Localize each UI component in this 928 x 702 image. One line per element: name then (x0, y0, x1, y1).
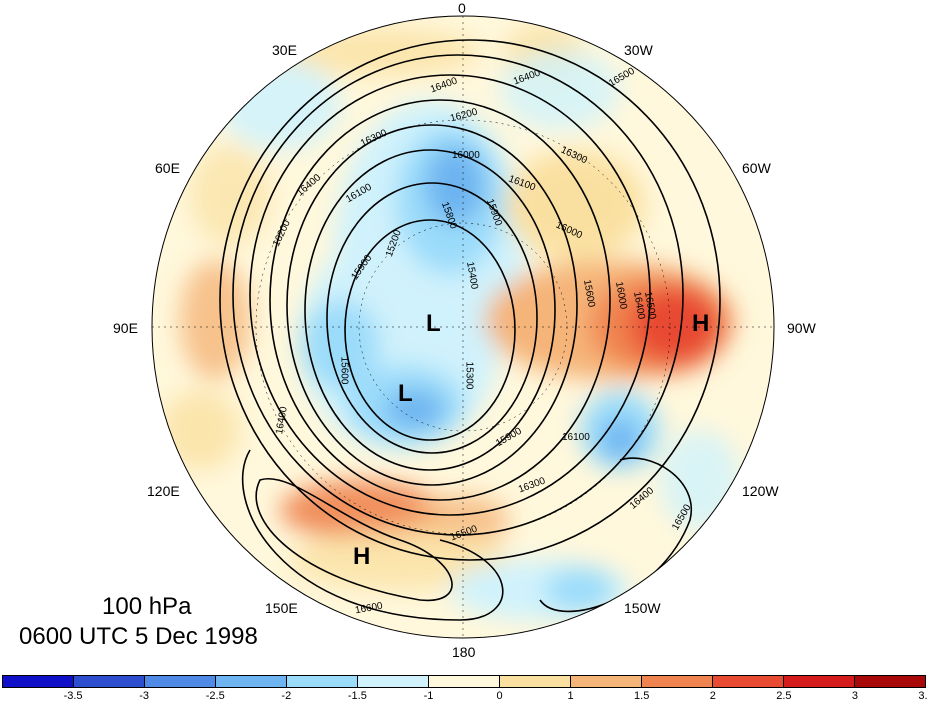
contour-label: 15600 (338, 356, 350, 385)
longitude-label: 0 (458, 0, 466, 16)
colorbar-tick-label: -3.5 (63, 690, 83, 702)
colorbar-tick-label: 3.5 (918, 690, 928, 702)
longitude-label: 120E (147, 483, 180, 499)
longitude-label: 90E (113, 320, 138, 336)
longitude-label: 60E (155, 160, 180, 176)
colorbar-swatch (216, 676, 287, 687)
map-boundary (151, 15, 775, 639)
low-pressure-label: L (426, 310, 441, 337)
longitude-label: 180 (452, 644, 476, 660)
colorbar-swatch (429, 676, 500, 687)
map-title-level: 100 hPa (102, 593, 192, 620)
longitude-label: 60W (742, 160, 771, 176)
graticule (152, 16, 774, 638)
colorbar-tick-label: 1 (567, 690, 574, 702)
colorbar-tick-label: -2.5 (205, 690, 225, 702)
longitude-label: 90W (787, 320, 816, 336)
colorbar-swatch (713, 676, 784, 687)
colorbar-tick-label: 3 (851, 690, 858, 702)
colorbar-swatch (145, 676, 216, 687)
longitude-label: 120W (742, 483, 779, 499)
colorbar-tick-label: 2 (709, 690, 716, 702)
longitude-label: 150E (265, 600, 298, 616)
colorbar-swatch (3, 676, 74, 687)
colorbar-tick-label: 1.5 (634, 690, 650, 702)
map-title-time: 0600 UTC 5 Dec 1998 (19, 623, 258, 650)
colorbar-swatch (500, 676, 571, 687)
colorbar-swatch (287, 676, 358, 687)
high-pressure-label: H (692, 310, 710, 337)
contour-label: 16000 (452, 150, 480, 161)
colorbar-swatch (358, 676, 429, 687)
colorbar-swatch (571, 676, 642, 687)
colorbar-swatch (642, 676, 713, 687)
contour-label: 15300 (463, 361, 475, 390)
colorbar-tick-label: -1.5 (347, 690, 367, 702)
colorbar-tick-label: 0 (496, 690, 503, 702)
low-pressure-label: L (398, 380, 413, 407)
longitude-label: 30W (624, 42, 653, 58)
colorbar (2, 675, 926, 688)
colorbar-tick-label: -3 (139, 690, 150, 702)
colorbar-swatch (74, 676, 145, 687)
colorbar-swatch (784, 676, 855, 687)
colorbar-tick-label: -2 (281, 690, 292, 702)
colorbar-tick-label: -1 (423, 690, 434, 702)
longitude-label: 30E (272, 42, 297, 58)
contour-label: 16100 (562, 432, 590, 443)
high-pressure-label: H (353, 543, 371, 570)
colorbar-swatch (855, 676, 925, 687)
colorbar-tick-label: 2.5 (776, 690, 792, 702)
height-contours (219, 39, 721, 621)
longitude-label: 150W (624, 600, 661, 616)
